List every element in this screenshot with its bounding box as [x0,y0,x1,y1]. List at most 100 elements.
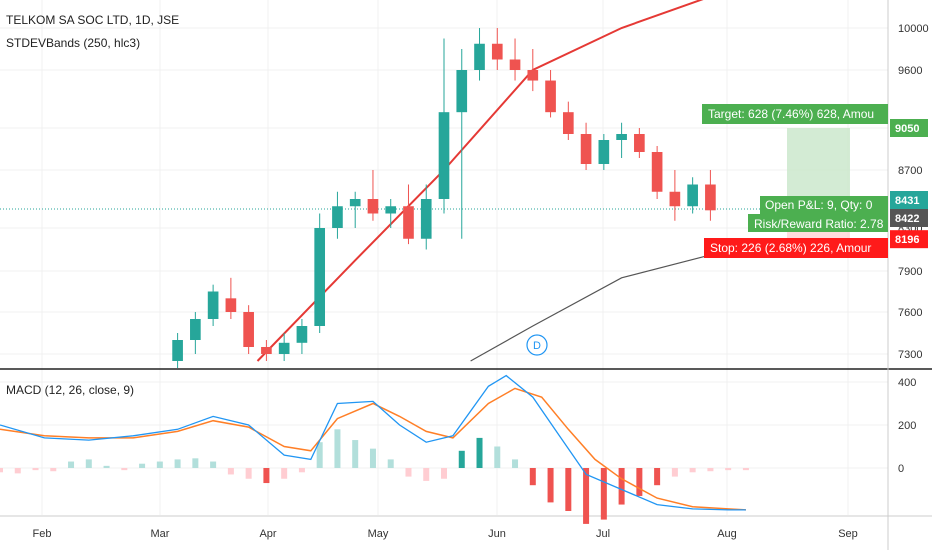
macd-histogram-bar [405,468,412,477]
candle-body [456,70,468,113]
macd-histogram-bar [352,440,359,468]
price-tick-label: 7600 [898,307,922,319]
macd-histogram-bar [369,448,376,468]
candle-body [509,59,521,70]
macd-histogram-bar [334,429,341,468]
time-tick-label: Feb [33,528,52,540]
macd-histogram-bar [529,468,536,486]
macd-histogram-bar [245,468,252,479]
price-tick-label: 9600 [898,65,922,77]
time-tick-label: Apr [259,528,276,540]
candle-body [261,347,272,354]
macd-histogram-bar [476,437,483,468]
macd-histogram-bar [0,468,3,473]
dividend-marker-icon[interactable] [526,334,548,356]
candle-body [438,112,450,199]
candle-body [634,134,645,152]
macd-histogram-bar [50,468,57,472]
macd-histogram-bar [387,459,394,468]
open-pnl-label: Open P&L: 9, Qty: 0 [765,198,873,212]
macd-histogram-bar [281,468,288,479]
risk-reward-label: Risk/Reward Ratio: 2.78 [754,217,884,231]
macd-histogram-bar [227,468,234,475]
price-tick-label: 10000 [898,23,929,35]
macd-histogram-bar [725,468,732,471]
candle-body [296,326,308,343]
time-tick-label: Mar [151,528,170,540]
macd-histogram-bar [636,468,643,496]
indicator-title: STDEVBands (250, hlc3) [6,36,140,50]
macd-tick-label: 0 [898,463,904,475]
candle-body [527,70,539,81]
macd-histogram-bar [263,468,270,484]
stop-label: Stop: 226 (2.68%) 226, Amour [710,241,871,255]
price-tag-label-target: 9050 [895,123,919,135]
macd-histogram-bar [121,468,128,471]
macd-histogram-bar [139,463,146,468]
macd-histogram-bar [565,468,572,511]
candle-body [332,206,343,228]
target-label-box [702,104,888,124]
price-tag-current [890,209,928,227]
macd-histogram-bar [512,459,519,468]
price-tag-label-stop: 8196 [895,234,919,246]
candle-body [385,206,397,214]
candle-body [491,43,503,60]
candle-body [598,140,610,164]
macd-histogram-bar [192,458,199,468]
macd-histogram-bar [210,461,217,468]
candle-body [420,199,432,239]
candle-body [687,184,698,207]
upper-band-line [256,0,704,362]
price-tag-current_high [890,191,928,209]
candle-body [580,134,592,164]
macd-histogram-bar [618,468,625,505]
price-tag-target [890,119,928,137]
price-tag-label-current_high: 8431 [895,195,919,207]
price-tick-label: 8700 [898,165,922,177]
macd-histogram-bar [654,468,661,486]
macd-histogram-bar [68,461,75,468]
lower-band-line [470,249,711,362]
macd-histogram-bar [441,468,447,479]
macd-title: MACD (12, 26, close, 9) [6,383,134,397]
macd-tick-label: 400 [898,377,916,389]
candle-body [705,184,716,211]
candle-body [562,112,574,134]
macd-line [0,374,746,511]
candle-body [616,134,627,140]
time-tick-label: Jun [488,528,506,540]
risk-reward-box [748,214,888,232]
macd-histogram-bar [458,450,465,468]
symbol-title: TELKOM SA SOC LTD, 1D, JSE [6,13,179,27]
open-pnl-box [760,196,888,214]
candle-body [669,191,681,207]
price-tick-label: 7900 [898,266,922,278]
candle-body [314,228,326,326]
price-tick-label: 7300 [898,349,922,361]
candle-body [403,206,414,239]
candle-body [474,43,485,70]
time-tick-label: May [368,528,389,540]
candle-body [278,342,290,354]
candle-body [367,199,379,214]
target-label: Target: 628 (7.46%) 628, Amou [708,107,874,121]
target-zone [787,128,850,210]
macd-histogram-bar [156,461,163,468]
macd-histogram-bar [671,468,678,477]
candle-body [243,312,254,347]
macd-histogram-bar [494,446,501,468]
macd-histogram-bar [298,468,305,473]
macd-histogram-bar [707,468,714,472]
time-tick-label: Sep [838,528,858,540]
macd-tick-label: 200 [898,420,916,432]
macd-histogram-bar [547,468,554,503]
candle-body [545,80,556,113]
time-tick-label: Jul [596,528,610,540]
macd-histogram-bar [103,465,110,468]
candle-body [225,298,237,312]
candle-body [207,291,219,319]
candle-body [651,152,663,192]
macd-histogram-bar [316,442,323,468]
